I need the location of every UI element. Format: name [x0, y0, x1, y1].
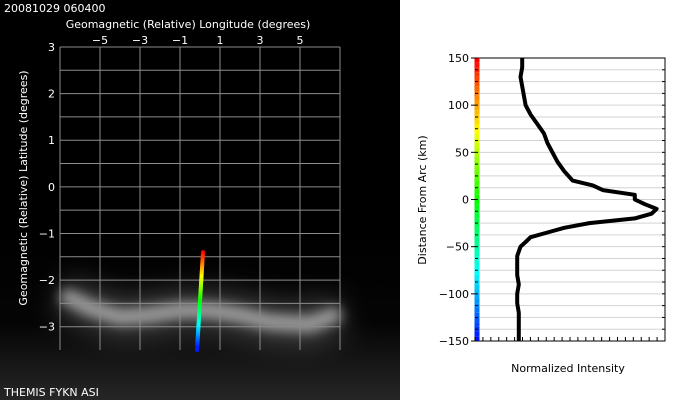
auroral-arc-core: [61, 292, 341, 327]
asi-x-tick-label: −5: [92, 34, 108, 47]
asi-x-tick-label: 3: [257, 34, 264, 47]
profile-y-tick-label: 150: [448, 52, 469, 65]
asi-panel: −5 −3 −1 1 3 5 3 2 1 0 −1 −2 −3 20081029 060400 Geo…: [0, 0, 400, 400]
asi-x-tick-label: 1: [217, 34, 224, 47]
profile-y-tick-label: −150: [439, 335, 469, 348]
footer-label: THEMIS FYKN ASI: [3, 386, 99, 399]
asi-y-ticks: 3 2 1 0 −1 −2 −3: [39, 41, 55, 334]
asi-x-tick-label: −3: [132, 34, 148, 47]
profile-panel: 150 100 50 0 −50 −100 −150 Distance From Arc (…: [416, 52, 666, 375]
profile-y-tick-label: −100: [439, 288, 469, 301]
profile-y-tick-label: 50: [455, 146, 469, 159]
profile-y-ticks: 150 100 50 0 −50 −100 −150: [439, 52, 665, 348]
profile-x-ticks: [474, 337, 666, 341]
asi-y-tick-label: 0: [48, 181, 55, 194]
auroral-arc: [53, 276, 348, 345]
asi-x-axis-label: Geomagnetic (Relative) Longitude (degree…: [66, 18, 311, 31]
profile-x-axis-label: Normalized Intensity: [511, 362, 625, 375]
meridian-line: [195, 250, 205, 352]
timestamp: 20081029 060400: [4, 2, 105, 15]
asi-y-tick-label: 2: [48, 88, 55, 101]
asi-x-tick-label: −1: [172, 34, 188, 47]
asi-y-tick-label: −3: [39, 321, 55, 334]
profile-y-axis-label: Distance From Arc (km): [416, 135, 429, 264]
asi-grid: [59, 46, 341, 350]
asi-y-axis-label: Geomagnetic (Relative) Latitude (degrees…: [17, 70, 30, 305]
asi-y-tick-label: 1: [48, 134, 55, 147]
profile-grid: [475, 69, 665, 330]
asi-x-ticks: −5 −3 −1 1 3 5: [92, 34, 304, 47]
asi-y-tick-label: −1: [39, 227, 55, 240]
asi-y-tick-label: −2: [39, 274, 55, 287]
asi-x-tick-label: 5: [297, 34, 304, 47]
profile-y-tick-label: 100: [448, 99, 469, 112]
asi-y-tick-label: 3: [48, 41, 55, 54]
profile-y-tick-label: 0: [462, 194, 469, 207]
intensity-profile-line: [515, 58, 659, 341]
profile-y-tick-label: −50: [446, 241, 469, 254]
